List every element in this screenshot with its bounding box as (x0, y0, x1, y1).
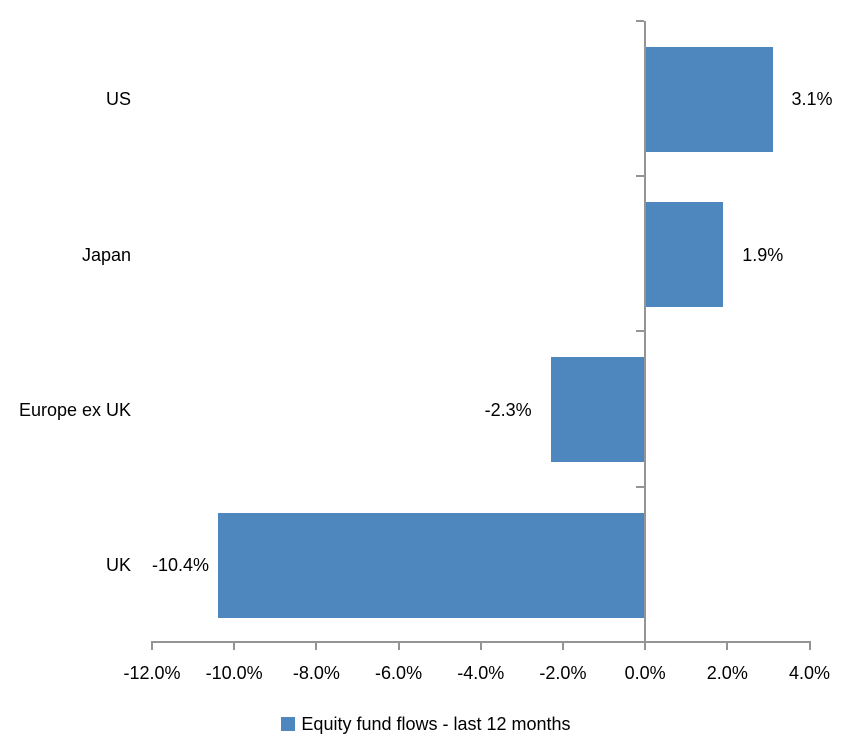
x-axis-tick (151, 642, 153, 650)
x-axis-tick (644, 642, 647, 650)
x-axis-tick (726, 642, 729, 650)
category-label: Europe ex UK (18, 399, 131, 420)
bar (217, 512, 645, 618)
category-label: UK (105, 555, 131, 576)
legend-label: Equity fund flows - last 12 months (301, 713, 571, 734)
x-tick-label: -4.0% (457, 663, 505, 683)
category-label: US (105, 89, 131, 110)
x-tick-label: -12.0% (123, 663, 181, 683)
x-axis-tick (561, 642, 564, 650)
y-axis-tick (636, 19, 645, 22)
x-tick-label: -2.0% (539, 663, 587, 683)
bar-value-label: 1.9% (742, 244, 784, 265)
x-tick-label: 0.0% (624, 663, 666, 683)
y-axis-tick (636, 174, 645, 177)
bar-value-label: -2.3% (484, 399, 532, 420)
x-tick-label: 4.0% (788, 663, 831, 683)
x-tick-label: 2.0% (706, 663, 748, 683)
bar (550, 357, 645, 463)
y-axis-tick (636, 330, 645, 333)
legend-series-marker-icon (281, 717, 296, 731)
x-tick-label: -10.0% (205, 663, 263, 683)
y-axis-tick (636, 485, 645, 488)
bar (646, 46, 773, 152)
x-axis-tick (479, 642, 482, 650)
x-axis-tick (397, 642, 400, 650)
x-axis-tick (315, 642, 318, 650)
x-axis-tick (808, 642, 811, 650)
bar-value-label: 3.1% (791, 89, 833, 110)
x-tick-label: -8.0% (292, 663, 340, 683)
bar (646, 202, 724, 308)
y-axis-line (644, 20, 647, 642)
category-label: Japan (81, 244, 131, 265)
legend: Equity fund flows - last 12 months (0, 710, 852, 738)
bar-value-label: -10.4% (152, 555, 210, 576)
x-tick-label: -6.0% (375, 663, 423, 683)
x-axis-tick (233, 642, 236, 650)
